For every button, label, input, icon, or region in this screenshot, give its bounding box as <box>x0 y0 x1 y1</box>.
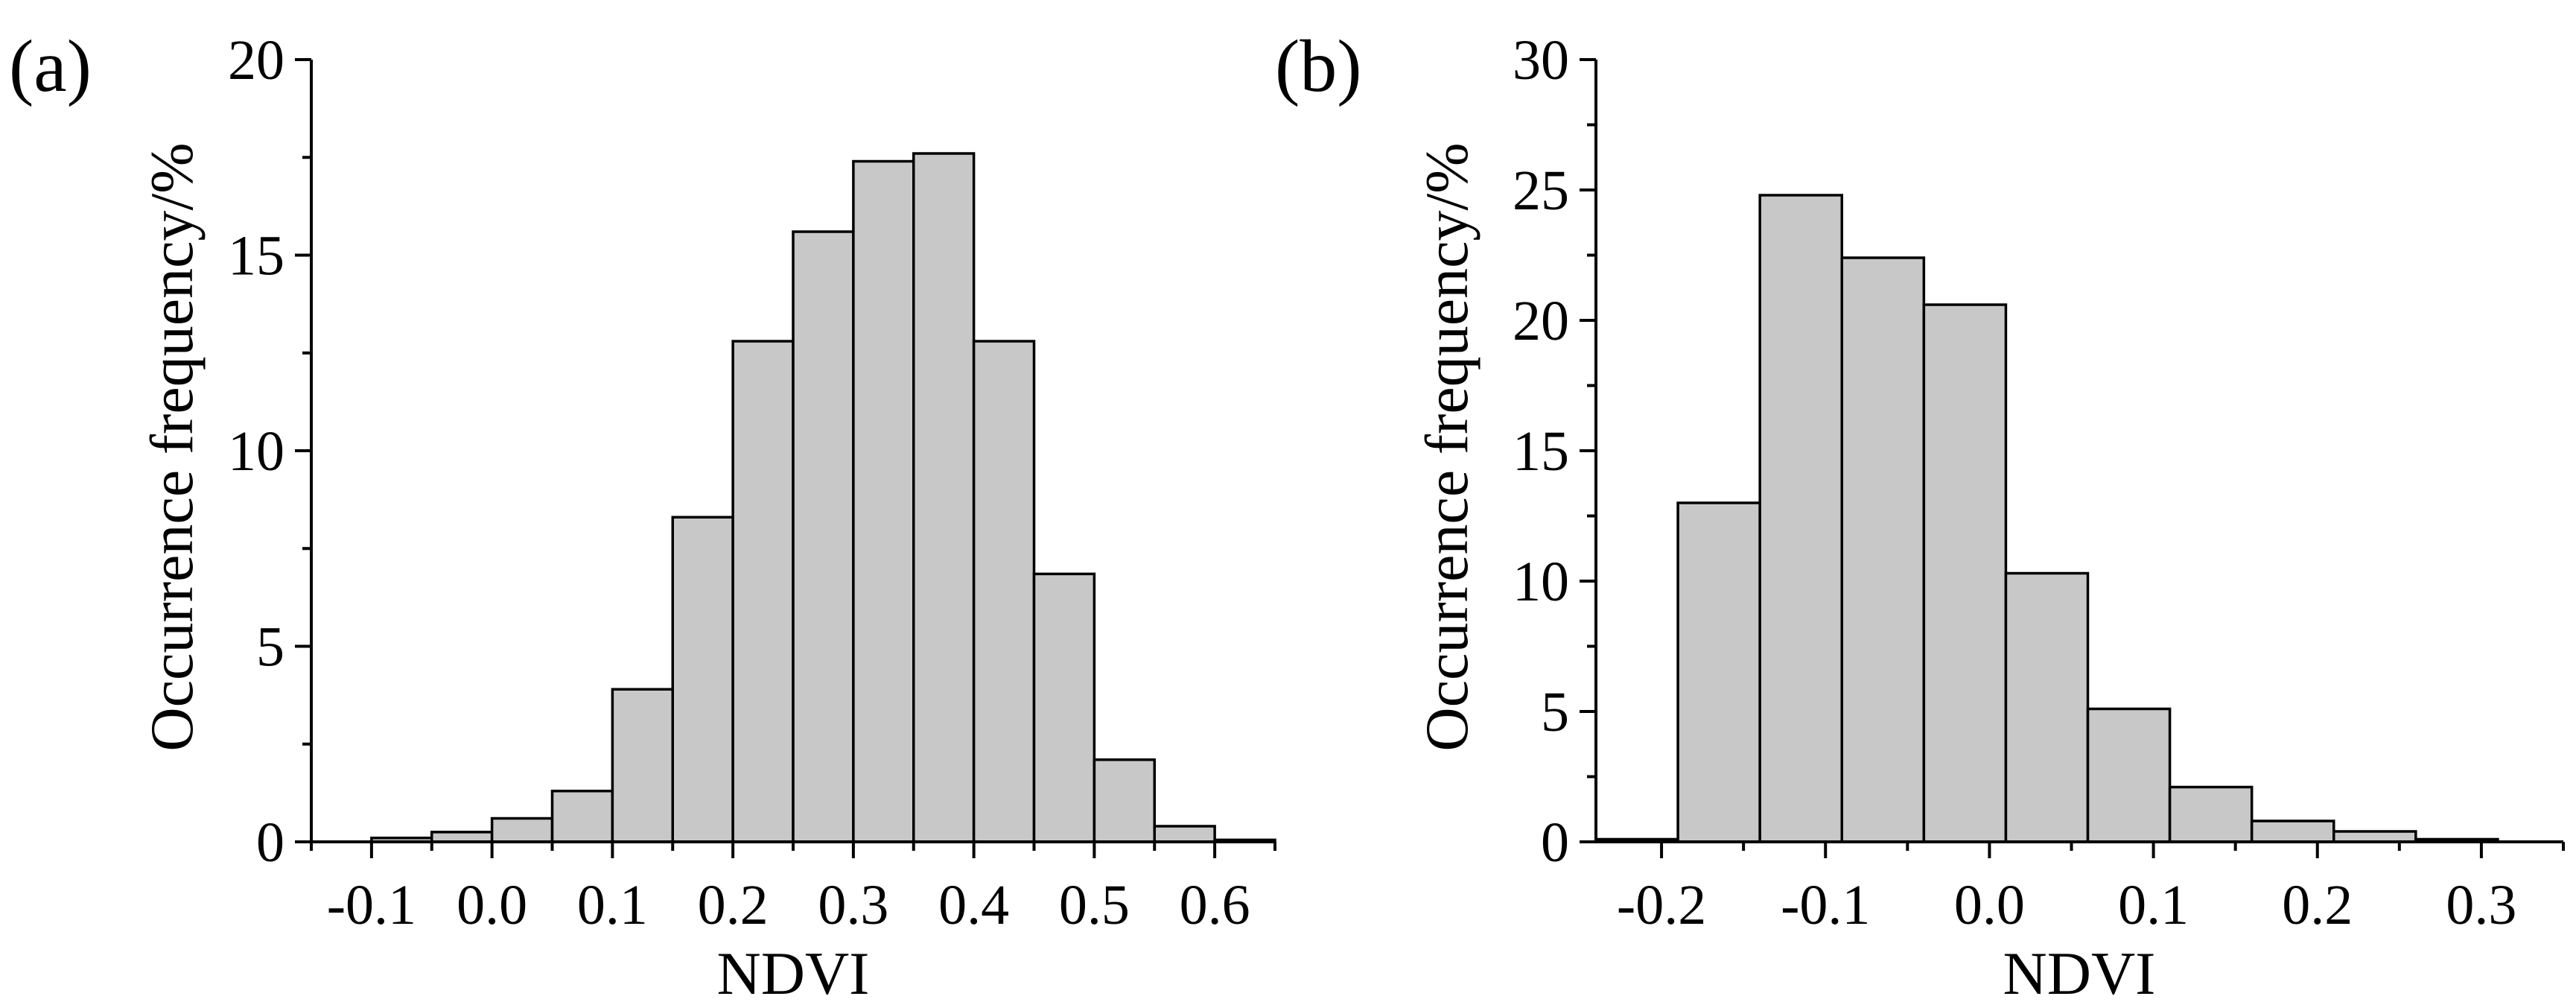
panel-a-y-tick-label: 20 <box>228 29 284 92</box>
panel-b-bar <box>1922 303 2008 843</box>
panel-b-bar <box>2250 819 2335 843</box>
panel-b-bars <box>1594 194 2499 843</box>
panel-b-y-tick-label: 20 <box>1513 290 1569 352</box>
panel-a-bar <box>490 817 554 843</box>
panel-b-bar <box>1676 501 1761 843</box>
panel-b-x-tick-label: -0.2 <box>1617 874 1706 936</box>
panel-b-y-tick-label: 0 <box>1541 811 1569 874</box>
panel-b-y-tick-label: 10 <box>1513 551 1569 613</box>
panel-a-bar <box>731 340 795 843</box>
panel-a-bar <box>852 159 915 843</box>
panel-a-bar <box>1093 758 1156 843</box>
panel-b-bar <box>1840 256 1926 843</box>
panel-a-x-tick-label: 0.6 <box>1180 874 1250 936</box>
panel-a-bar <box>1153 825 1216 843</box>
panel-b-bar <box>2004 571 2090 843</box>
panel-a: (a) 0 5 10 15 20 -0.1 0.0 0.1 0.2 0.3 0.4 0.5 0.6 ND… <box>9 25 1276 1005</box>
panel-a-x-tick-label: 0.2 <box>698 874 769 936</box>
panel-b-bar <box>2086 707 2172 843</box>
panel-b-bar <box>2168 785 2254 843</box>
panel-b-x-tick-label: 0.2 <box>2282 874 2353 936</box>
panel-a-y-tick-label: 10 <box>228 420 284 483</box>
panel-b-x-tick-label: 0.3 <box>2446 874 2516 936</box>
panel-a-bar <box>792 230 855 843</box>
panel-a-x-tick-label: 0.5 <box>1059 874 1130 936</box>
panel-a-y-tick-label: 5 <box>256 616 284 679</box>
panel-a-axes: 0 5 10 15 20 -0.1 0.0 0.1 0.2 0.3 0.4 0.5 0.6 <box>228 29 1276 936</box>
panel-b-y-axis-title: Occurrence frequency/% <box>1413 142 1481 751</box>
panel-b-x-axis-title: NDVI <box>2003 939 2156 1005</box>
panel-a-y-tick-label: 0 <box>256 811 284 874</box>
panel-b-x-tick-label: -0.1 <box>1781 874 1870 936</box>
panel-b-axes: 0 5 10 15 20 25 30 -0.2 -0.1 0.0 0.1 0.2 0.3 <box>1513 29 2565 936</box>
panel-b: (b) 0 5 10 15 20 25 30 -0.2 -0.1 0.0 0.1 0.2 0.3 NDV… <box>1275 25 2565 1005</box>
panel-a-x-tick-label: 0.3 <box>818 874 888 936</box>
panel-a-label: (a) <box>9 25 92 107</box>
panel-b-y-tick-label: 30 <box>1513 29 1569 92</box>
panel-a-bar <box>972 340 1036 843</box>
panel-a-y-tick-label: 15 <box>228 225 284 288</box>
panel-a-bar <box>611 688 674 843</box>
panel-a-bars <box>370 152 1276 843</box>
panel-a-bar <box>1032 572 1096 843</box>
panel-b-y-tick-label: 5 <box>1541 681 1569 744</box>
panel-a-bar <box>550 790 614 843</box>
panel-a-x-axis-title: NDVI <box>717 939 870 1005</box>
panel-a-x-tick-label: 0.0 <box>457 874 527 936</box>
panel-b-y-tick-label: 25 <box>1513 159 1569 222</box>
panel-a-x-tick-label: 0.1 <box>577 874 648 936</box>
panel-b-x-tick-label: 0.0 <box>1954 874 2025 936</box>
panel-b-y-tick-label: 15 <box>1513 420 1569 483</box>
panel-b-x-tick-label: 0.1 <box>2118 874 2189 936</box>
panel-b-bar <box>2332 830 2417 843</box>
panel-a-bar <box>671 516 734 843</box>
panel-b-label: (b) <box>1275 25 1362 107</box>
panel-b-bar <box>1758 194 1844 843</box>
panel-a-y-axis-title: Occurrence frequency/% <box>138 142 206 751</box>
panel-a-x-tick-label: 0.4 <box>938 874 1009 936</box>
panel-a-bar <box>912 152 976 843</box>
panel-a-x-tick-label: -0.1 <box>327 874 416 936</box>
